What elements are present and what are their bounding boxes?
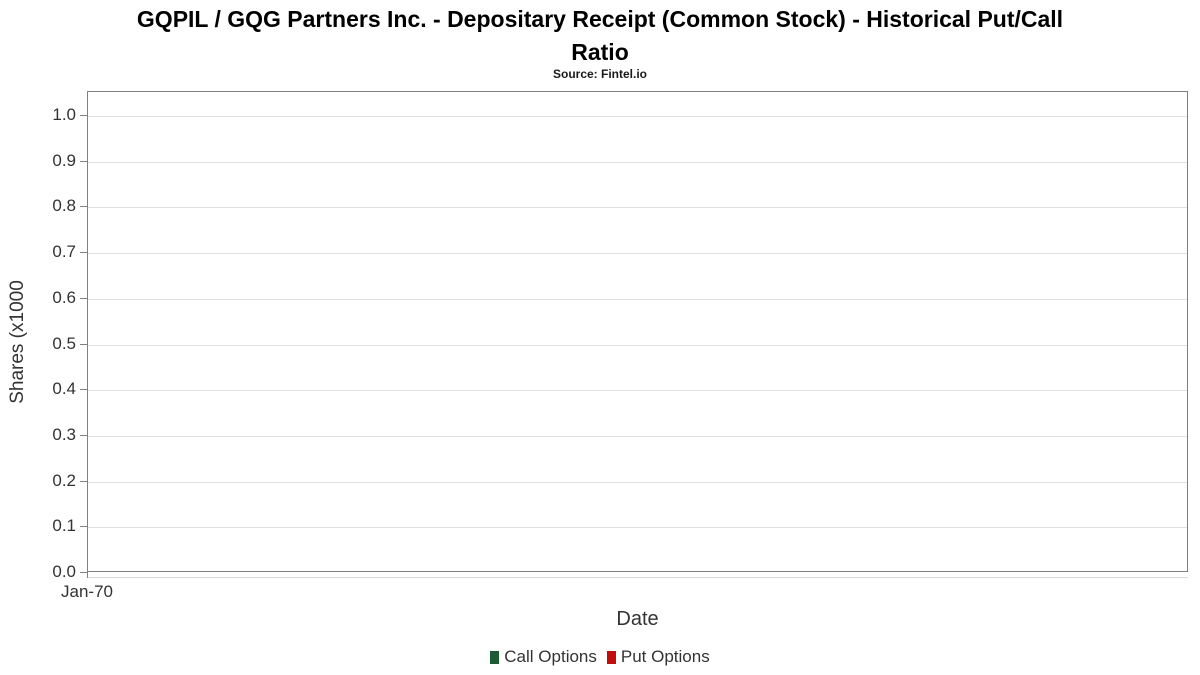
y-tick-mark	[80, 572, 87, 573]
y-tick-label: 0.3	[52, 424, 76, 444]
y-tick-label: 0.4	[52, 379, 76, 399]
y-tick-label: 0.0	[52, 562, 76, 581]
y-axis-title: Shares (x1000	[7, 280, 28, 404]
y-tick-mark	[80, 115, 87, 116]
y-tick-mark	[80, 343, 87, 345]
gridline	[88, 344, 1187, 346]
y-tick-mark	[80, 297, 87, 299]
chart-subtitle: Source: Fintel.io	[552, 67, 647, 81]
gridline	[88, 116, 1187, 117]
y-tick-label: 0.2	[52, 470, 76, 490]
x-tick-mark	[87, 572, 88, 578]
legend-marker-icon	[490, 650, 500, 664]
legend-item-put-options[interactable]: Put Options	[606, 646, 710, 668]
y-tick-mark	[80, 480, 87, 482]
y-tick-label: 0.7	[52, 242, 76, 262]
gridline	[88, 527, 1187, 529]
x-tick-label: Jan-70	[61, 582, 113, 601]
x-axis-line	[87, 577, 1188, 578]
chart-legend: Call Options Put Options	[0, 646, 1200, 668]
y-tick-label: 1.0	[52, 105, 76, 124]
legend-label: Call Options	[504, 647, 597, 666]
y-tick-mark	[80, 206, 87, 208]
y-tick-label: 0.9	[52, 150, 76, 170]
gridline	[88, 253, 1187, 255]
gridline	[88, 481, 1187, 483]
y-tick-mark	[80, 252, 87, 254]
legend-marker-icon	[606, 650, 616, 664]
gridline	[88, 298, 1187, 300]
chart-title-line-2: Ratio	[571, 39, 629, 65]
y-tick-label: 0.8	[52, 196, 76, 216]
gridline	[88, 161, 1187, 163]
legend-item-call-options[interactable]: Call Options	[490, 646, 597, 668]
y-tick-mark	[80, 160, 87, 162]
y-tick-label: 0.1	[52, 516, 76, 536]
chart-title: GQPIL / GQG Partners Inc. - Depositary R…	[0, 3, 1200, 69]
gridline	[88, 435, 1187, 437]
y-tick-label: 0.5	[52, 333, 76, 353]
gridline	[88, 390, 1187, 392]
y-tick-mark	[80, 526, 87, 528]
chart-title-line-1: GQPIL / GQG Partners Inc. - Depositary R…	[136, 6, 1064, 32]
gridline	[88, 207, 1187, 209]
y-tick-mark	[80, 389, 87, 391]
x-axis-title: Date	[616, 608, 659, 630]
y-tick-label: 0.6	[52, 287, 76, 307]
y-tick-mark	[80, 434, 87, 436]
plot-area	[87, 91, 1188, 572]
legend-label: Put Options	[620, 647, 710, 666]
